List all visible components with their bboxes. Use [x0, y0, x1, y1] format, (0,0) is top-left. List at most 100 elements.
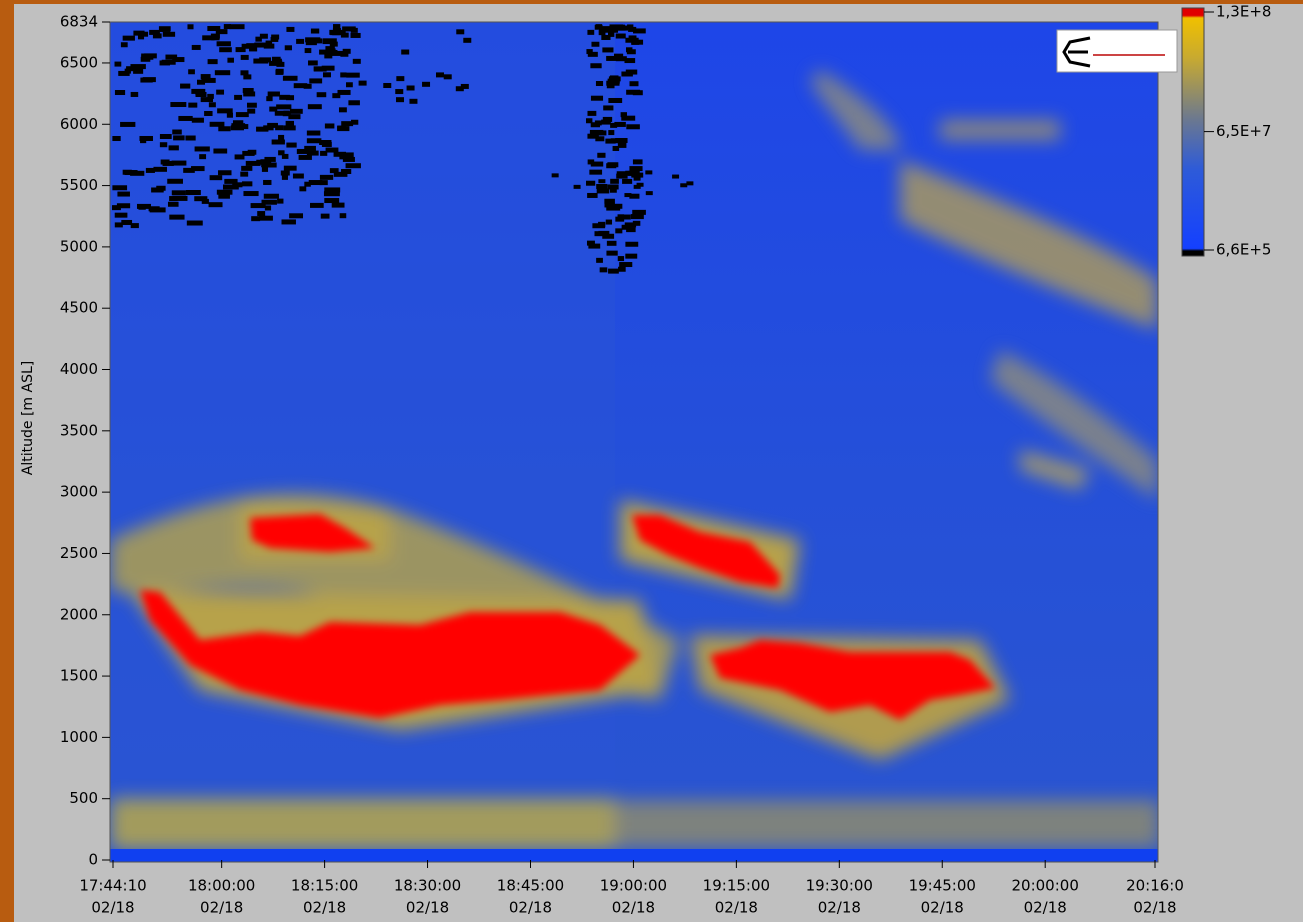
noise-speck — [463, 38, 471, 43]
noise-speck — [320, 180, 328, 185]
noise-speck — [216, 90, 224, 95]
noise-speck — [297, 149, 309, 154]
noise-speck — [590, 63, 601, 68]
noise-speck — [130, 64, 145, 69]
noise-speck — [218, 170, 231, 175]
noise-speck — [242, 44, 250, 49]
noise-speck — [217, 41, 231, 46]
x-tick-date: 02/18 — [1024, 899, 1067, 917]
noise-speck — [305, 48, 312, 53]
noise-speck — [249, 46, 257, 51]
y-tick-label: 500 — [69, 789, 98, 807]
noise-speck — [353, 59, 361, 64]
noise-speck — [173, 196, 188, 201]
x-tick-date: 02/18 — [406, 899, 449, 917]
noise-speck — [172, 161, 187, 166]
noise-speck — [187, 24, 193, 29]
noise-speck — [606, 220, 612, 225]
noise-speck — [311, 29, 319, 34]
noise-speck — [625, 242, 638, 247]
noise-speck — [117, 203, 130, 208]
colorbar-tick-label: 1,3E+8 — [1216, 3, 1271, 21]
x-tick-date: 02/18 — [91, 899, 134, 917]
noise-speck — [610, 75, 619, 80]
noise-speck — [325, 123, 335, 128]
noise-speck — [383, 83, 391, 88]
noise-speck — [304, 182, 311, 187]
noise-speck — [320, 175, 333, 180]
noise-speck — [345, 152, 354, 157]
noise-speck — [396, 76, 404, 81]
noise-speck — [321, 214, 330, 219]
noise-speck — [235, 154, 245, 159]
noise-speck — [625, 38, 638, 43]
noise-speck — [161, 160, 170, 165]
noise-speck — [266, 96, 272, 101]
noise-speck — [208, 59, 218, 64]
noise-speck — [276, 104, 291, 109]
noise-speck — [395, 89, 403, 94]
noise-speck — [218, 194, 230, 199]
noise-speck — [224, 24, 231, 29]
noise-speck — [269, 107, 277, 112]
noise-speck — [227, 113, 233, 118]
x-tick-date: 02/18 — [818, 899, 861, 917]
noise-speck — [622, 225, 631, 230]
noise-speck — [625, 254, 637, 259]
noise-speck — [631, 214, 644, 219]
noise-speck — [263, 180, 271, 185]
y-tick-label: 5500 — [60, 176, 98, 194]
noise-speck — [277, 199, 283, 204]
noise-speck — [309, 78, 322, 83]
noise-speck — [247, 109, 255, 114]
noise-speck — [618, 143, 627, 148]
noise-speck — [278, 150, 284, 155]
noise-speck — [133, 69, 143, 74]
noise-speck — [633, 159, 643, 164]
noise-speck — [224, 179, 237, 184]
noise-speck — [307, 138, 322, 143]
noise-speck — [330, 42, 338, 47]
noise-speck — [630, 81, 639, 86]
noise-speck — [317, 92, 327, 97]
noise-speck — [260, 159, 268, 164]
noise-speck — [268, 92, 280, 97]
noise-speck — [625, 171, 638, 176]
x-tick-label: 19:30:00 — [806, 877, 873, 895]
noise-speck — [334, 172, 348, 177]
colorbar — [1182, 8, 1204, 256]
noise-speck — [637, 183, 644, 187]
y-tick-label: 0 — [88, 851, 98, 869]
noise-speck — [324, 198, 339, 203]
noise-speck — [170, 102, 186, 107]
noise-speck — [137, 204, 151, 209]
noise-speck — [247, 103, 257, 108]
noise-speck — [619, 262, 632, 267]
noise-speck — [633, 221, 641, 226]
noise-speck — [194, 196, 207, 201]
noise-speck — [597, 188, 610, 193]
noise-speck — [596, 258, 603, 263]
x-tick-label: 18:45:00 — [497, 877, 564, 895]
noise-speck — [201, 74, 211, 79]
noise-speck — [146, 168, 155, 173]
noise-speck — [605, 139, 615, 144]
noise-speck — [271, 35, 279, 40]
noise-speck — [324, 53, 332, 58]
noise-speck — [346, 163, 361, 168]
noise-speck — [263, 125, 273, 130]
noise-speck — [216, 29, 228, 34]
x-tick-label: 19:00:00 — [600, 877, 667, 895]
noise-speck — [591, 42, 599, 47]
noise-speck — [188, 103, 197, 108]
noise-speck — [618, 267, 626, 272]
noise-speck — [588, 244, 600, 249]
noise-speck — [351, 28, 358, 33]
noise-speck — [240, 70, 248, 75]
noise-speck — [172, 57, 184, 62]
noise-speck — [282, 175, 288, 180]
noise-speck — [618, 25, 625, 30]
y-axis-label: Altitude [m ASL] — [20, 361, 36, 475]
noise-speck — [227, 58, 234, 63]
noise-speck — [251, 216, 260, 221]
